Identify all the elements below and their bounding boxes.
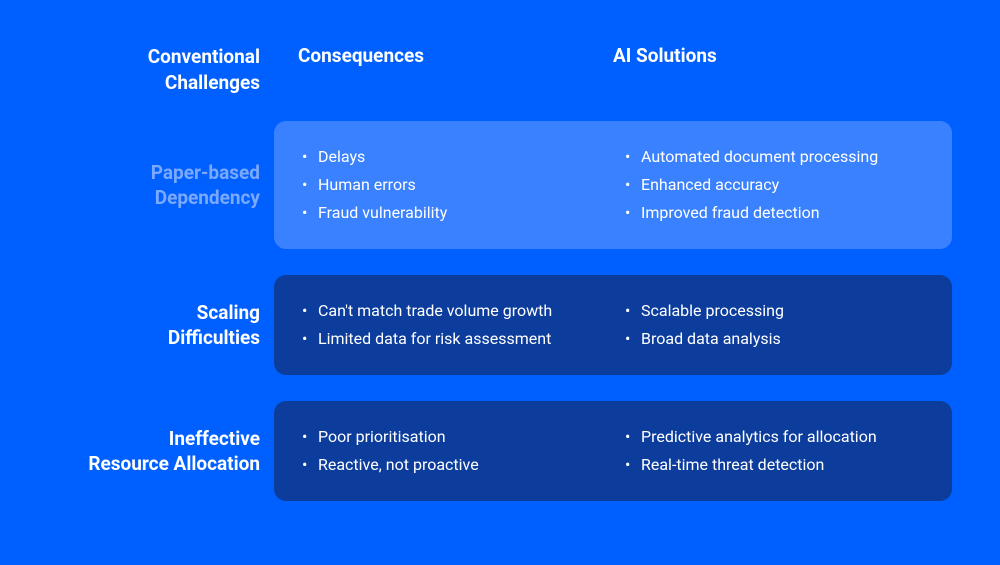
list-item: Scalable processing <box>621 297 928 325</box>
list-item: Human errors <box>298 171 605 199</box>
list-item: Predictive analytics for allocation <box>621 423 928 451</box>
header-consequences: Consequences <box>298 44 613 95</box>
solutions-list-2: Predictive analytics for allocation Real… <box>621 423 928 479</box>
header-challenges-text: ConventionalChallenges <box>0 44 260 95</box>
list-item: Delays <box>298 143 605 171</box>
list-item: Poor prioritisation <box>298 423 605 451</box>
row-label-text-2: IneffectiveResource Allocation <box>0 426 260 477</box>
list-item: Can't match trade volume growth <box>298 297 605 325</box>
comparison-grid: ConventionalChallenges Consequences AI S… <box>0 44 952 501</box>
list-item: Improved fraud detection <box>621 199 928 227</box>
row-label-text-0: Paper-basedDependency <box>0 160 260 211</box>
consequences-list-1: Can't match trade volume growth Limited … <box>298 297 605 353</box>
consequences-list-0: Delays Human errors Fraud vulnerability <box>298 143 605 227</box>
row-label-2: IneffectiveResource Allocation <box>0 401 274 501</box>
list-item: Real-time threat detection <box>621 451 928 479</box>
row-card-2: Poor prioritisation Reactive, not proact… <box>274 401 952 501</box>
row-card-0: Delays Human errors Fraud vulnerability … <box>274 121 952 249</box>
list-item: Limited data for risk assessment <box>298 325 605 353</box>
header-columns: Consequences AI Solutions <box>274 44 952 95</box>
list-item: Enhanced accuracy <box>621 171 928 199</box>
row-label-1: ScalingDifficulties <box>0 275 274 375</box>
row-card-1: Can't match trade volume growth Limited … <box>274 275 952 375</box>
header-challenges: ConventionalChallenges <box>0 44 274 95</box>
consequences-list-2: Poor prioritisation Reactive, not proact… <box>298 423 605 479</box>
row-label-text-1: ScalingDifficulties <box>0 300 260 351</box>
row-label-0: Paper-basedDependency <box>0 121 274 249</box>
list-item: Fraud vulnerability <box>298 199 605 227</box>
header-solutions: AI Solutions <box>613 44 928 95</box>
list-item: Broad data analysis <box>621 325 928 353</box>
solutions-list-0: Automated document processing Enhanced a… <box>621 143 928 227</box>
solutions-list-1: Scalable processing Broad data analysis <box>621 297 928 353</box>
list-item: Automated document processing <box>621 143 928 171</box>
list-item: Reactive, not proactive <box>298 451 605 479</box>
